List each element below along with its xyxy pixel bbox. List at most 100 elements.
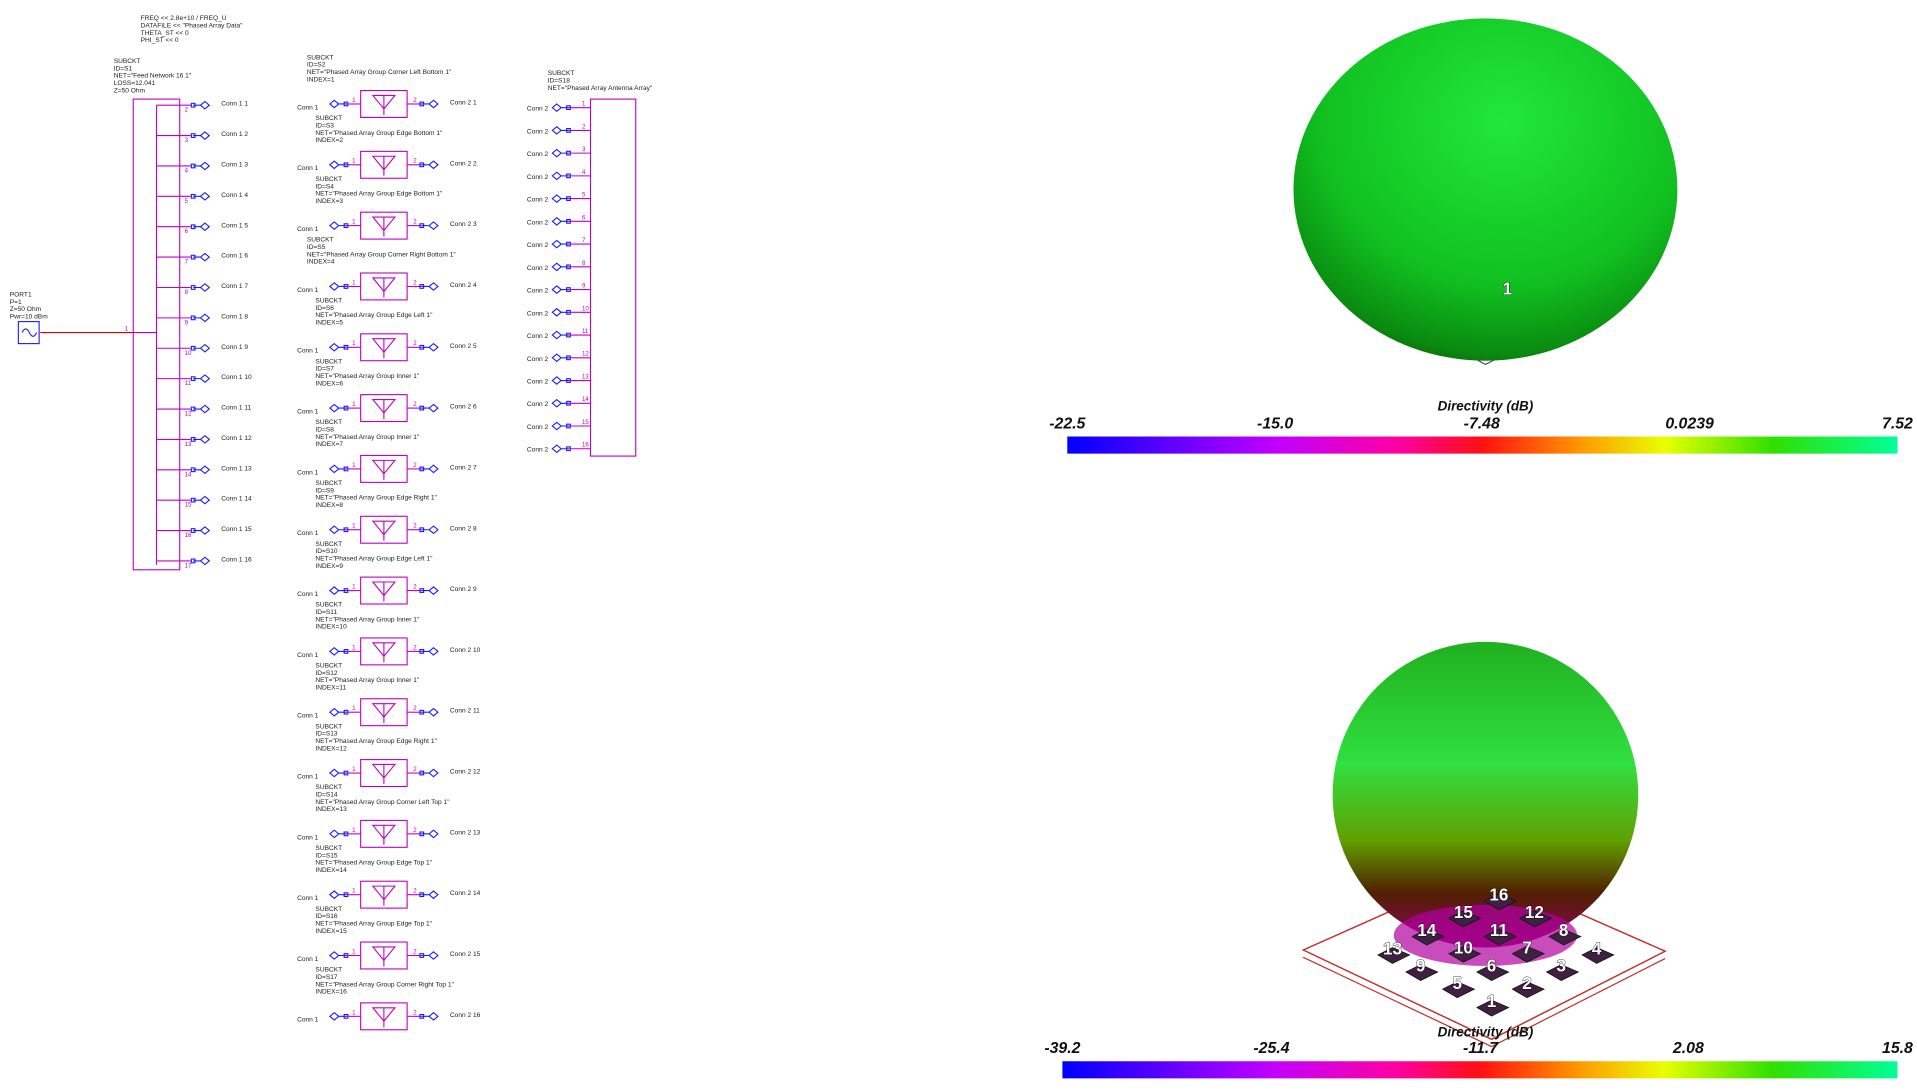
pin-number: 3 [582,146,586,153]
connector-label: Conn 1 [297,104,319,111]
connector [328,342,346,352]
connector [328,160,346,170]
connector [421,647,439,656]
antenna-symbol [371,277,397,298]
antenna-element [1511,981,1545,999]
port-label: Z=50 Ohm [10,306,42,313]
antenna-symbol [371,520,397,541]
connector [551,171,569,181]
pin-number: 4 [582,169,586,176]
port-label: PORT1 [10,291,32,298]
subckt-label: ID=S4 [315,183,334,190]
connector [421,1011,439,1021]
subckt-label: SUBCKT [307,54,334,61]
subckt-label: ID=S17 [315,974,338,981]
pin-number: 1 [352,644,356,651]
subckt-label: ID=S5 [307,244,326,251]
subckt-label: INDEX=9 [315,563,343,570]
subckt-label: SUBCKT [315,176,342,183]
element-label: 3 [1556,957,1566,976]
antenna-element [1411,928,1445,946]
pin-number: 1 [352,1009,356,1016]
subckt-label: SUBCKT [315,906,342,913]
pin-number: 1 [352,523,356,530]
connector-label: Conn 2 [527,424,549,431]
pin-number: 2 [413,219,417,226]
pin-number: 6 [582,214,586,221]
pin-number: 2 [185,107,189,114]
connector [551,148,569,158]
subckt-label: INDEX=3 [315,198,343,205]
subckt-label: NET="Phased Array Group Corner Left Bott… [307,69,452,76]
connector-label: Conn 1 3 [221,161,248,168]
subckt-label: NET="Phased Array Group Edge Top 1" [315,920,432,927]
subckt-label: INDEX=5 [315,320,343,327]
connector-label: Conn 1 13 [221,465,252,472]
pin-number: 13 [582,373,589,380]
connector [328,282,346,291]
connector-label: Conn 1 [297,591,319,598]
antenna-element [1581,947,1615,964]
antenna-element [1441,981,1476,999]
pin-number: 1 [352,97,356,104]
pin-number: 13 [185,441,192,448]
colorbar-tick: -11.7 [1463,1040,1499,1057]
subckt-label: INDEX=16 [315,989,347,996]
connector-label: Conn 1 [297,956,319,963]
connector-label: Conn 2 [527,197,549,204]
connector-label: Conn 2 [527,174,549,181]
antenna-element [1511,945,1545,963]
connector-label: Conn 1 [297,530,319,537]
connector-label: Conn 1 [297,469,319,476]
pin-number: 2 [413,340,417,347]
antenna-element [1548,928,1582,946]
antenna-symbol [371,398,397,420]
subckt-label: INDEX=10 [315,624,347,631]
pin-number: 1 [352,340,356,347]
pin-number: 7 [185,259,189,266]
connector-label: Conn 1 14 [221,496,252,503]
subckt-label: ID=S13 [315,731,338,738]
pin-number: 5 [185,198,189,205]
subckt-label: SUBCKT [315,845,342,852]
pin-number: 2 [413,766,417,773]
pin-number: 14 [582,396,589,403]
pin-number: 2 [413,158,417,165]
connector [193,404,211,414]
pin-number: 1 [352,705,356,712]
subckt-label: NET="Phased Array Group Inner 1" [315,677,419,684]
connector [421,403,439,413]
subckt-label: SUBCKT [307,237,334,244]
pin-number: 2 [413,279,417,286]
antenna-element [1476,964,1510,981]
connector [328,890,346,900]
subckt-label: SUBCKT [315,419,342,426]
connector-label: Conn 2 16 [450,1012,481,1019]
subckt-label: INDEX=14 [315,867,347,874]
subckt-label: ID=S15 [315,852,338,859]
subckt-label: NET="Phased Array Group Edge Left 1" [315,312,433,319]
connector [193,465,211,475]
connector-label: Conn 2 8 [450,525,477,532]
subckt-label: INDEX=4 [307,259,335,266]
connector [328,1011,346,1021]
connector-label: Conn 2 [527,333,549,340]
subckt-label: INDEX=13 [315,806,347,813]
pin-number: 11 [185,380,192,387]
subckt-label: ID=S12 [315,670,338,677]
connector [328,707,346,717]
port-label: Pwr=10 dBm [10,313,48,320]
antenna-element [1476,999,1510,1017]
connector-label: Conn 2 [527,151,549,158]
colorbar-tick: 15.8 [1882,1040,1913,1057]
connector [421,768,439,778]
connector [551,444,569,454]
equation: FREQ << 2.8e+10 / FREQ_U [141,15,227,22]
pin-number: 2 [413,584,417,591]
equation: THETA_ST << 0 [141,30,189,37]
connector [328,829,346,839]
subckt-label: SUBCKT [315,602,342,609]
pin-number: 1 [352,584,356,591]
subckt-label: INDEX=6 [315,380,343,387]
